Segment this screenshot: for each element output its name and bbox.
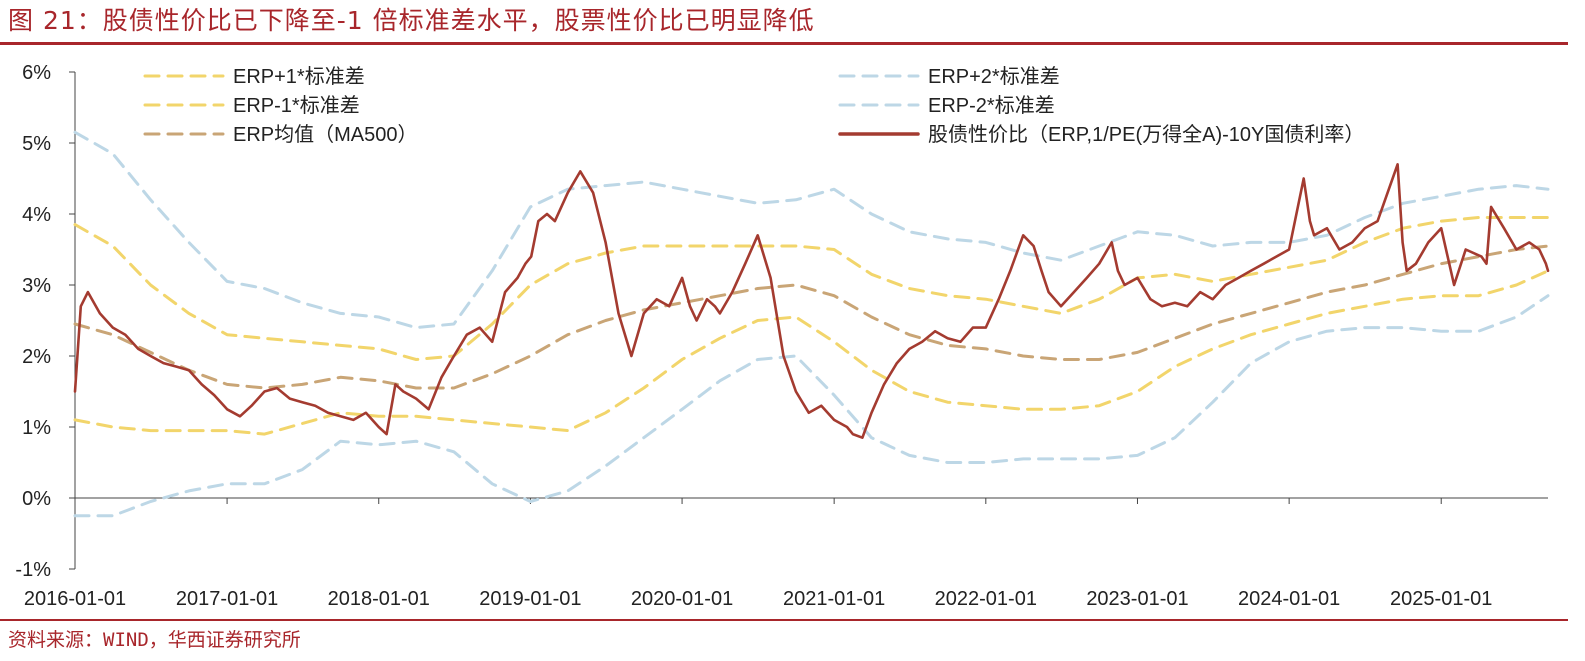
x-tick-label: 2019-01-01 (479, 588, 581, 610)
x-tick-label: 2025-01-01 (1390, 588, 1492, 610)
chart-legend: ERP+1*标准差 ERP+2*标准差 ERP-1*标准差 ERP-2*标准差 ERP均… (143, 65, 1364, 146)
x-tick-label: 2022-01-01 (935, 588, 1037, 610)
x-tick-label: 2018-01-01 (328, 588, 430, 610)
series-erp (73, 163, 1550, 440)
series-minus1 (73, 269, 1550, 436)
x-tick-label: 2017-01-01 (176, 588, 278, 610)
legend-label-erp: 股债性价比（ERP,1/PE(万得全A)-10Y国债利率） (928, 123, 1364, 146)
title-divider (0, 42, 1568, 45)
series-ma (73, 244, 1550, 390)
y-tick-label: 1% (22, 417, 51, 439)
legend-label-minus1: ERP-1*标准差 (233, 94, 360, 117)
y-tick-label: -1% (15, 559, 51, 581)
y-tick-label: 5% (22, 133, 51, 155)
x-tick-label: 2024-01-01 (1238, 588, 1340, 610)
erp-line-chart: 6% 5% 4% 3% 2% 1% 0% -1% 2016-01-01 2017-01-01 201… (15, 62, 1550, 610)
y-tick-label: 3% (22, 275, 51, 297)
x-tick-label: 2021-01-01 (783, 588, 885, 610)
source-note: 资料来源：WIND，华西证券研究所 (8, 629, 301, 651)
chart-series (73, 130, 1550, 518)
legend-label-plus1: ERP+1*标准差 (233, 65, 365, 88)
legend-label-ma: ERP均值（MA500） (233, 123, 418, 146)
series-plus1 (73, 216, 1550, 361)
y-tick-label: 6% (22, 62, 51, 84)
series-minus2 (73, 294, 1550, 518)
footer-divider (0, 619, 1568, 621)
legend-label-plus2: ERP+2*标准差 (928, 65, 1060, 88)
x-tick-label: 2020-01-01 (631, 588, 733, 610)
legend-label-minus2: ERP-2*标准差 (928, 94, 1055, 117)
series-plus2 (73, 130, 1550, 330)
chart-axes: 6% 5% 4% 3% 2% 1% 0% -1% 2016-01-01 2017-01-01 201… (15, 62, 1548, 610)
y-tick-label: 4% (22, 204, 51, 226)
y-tick-label: 0% (22, 488, 51, 510)
y-tick-label: 2% (22, 346, 51, 368)
x-tick-label: 2016-01-01 (24, 588, 126, 610)
figure-title: 图 21：股债性价比已下降至-1 倍标准差水平，股票性价比已明显降低 (8, 6, 815, 35)
x-tick-label: 2023-01-01 (1086, 588, 1188, 610)
